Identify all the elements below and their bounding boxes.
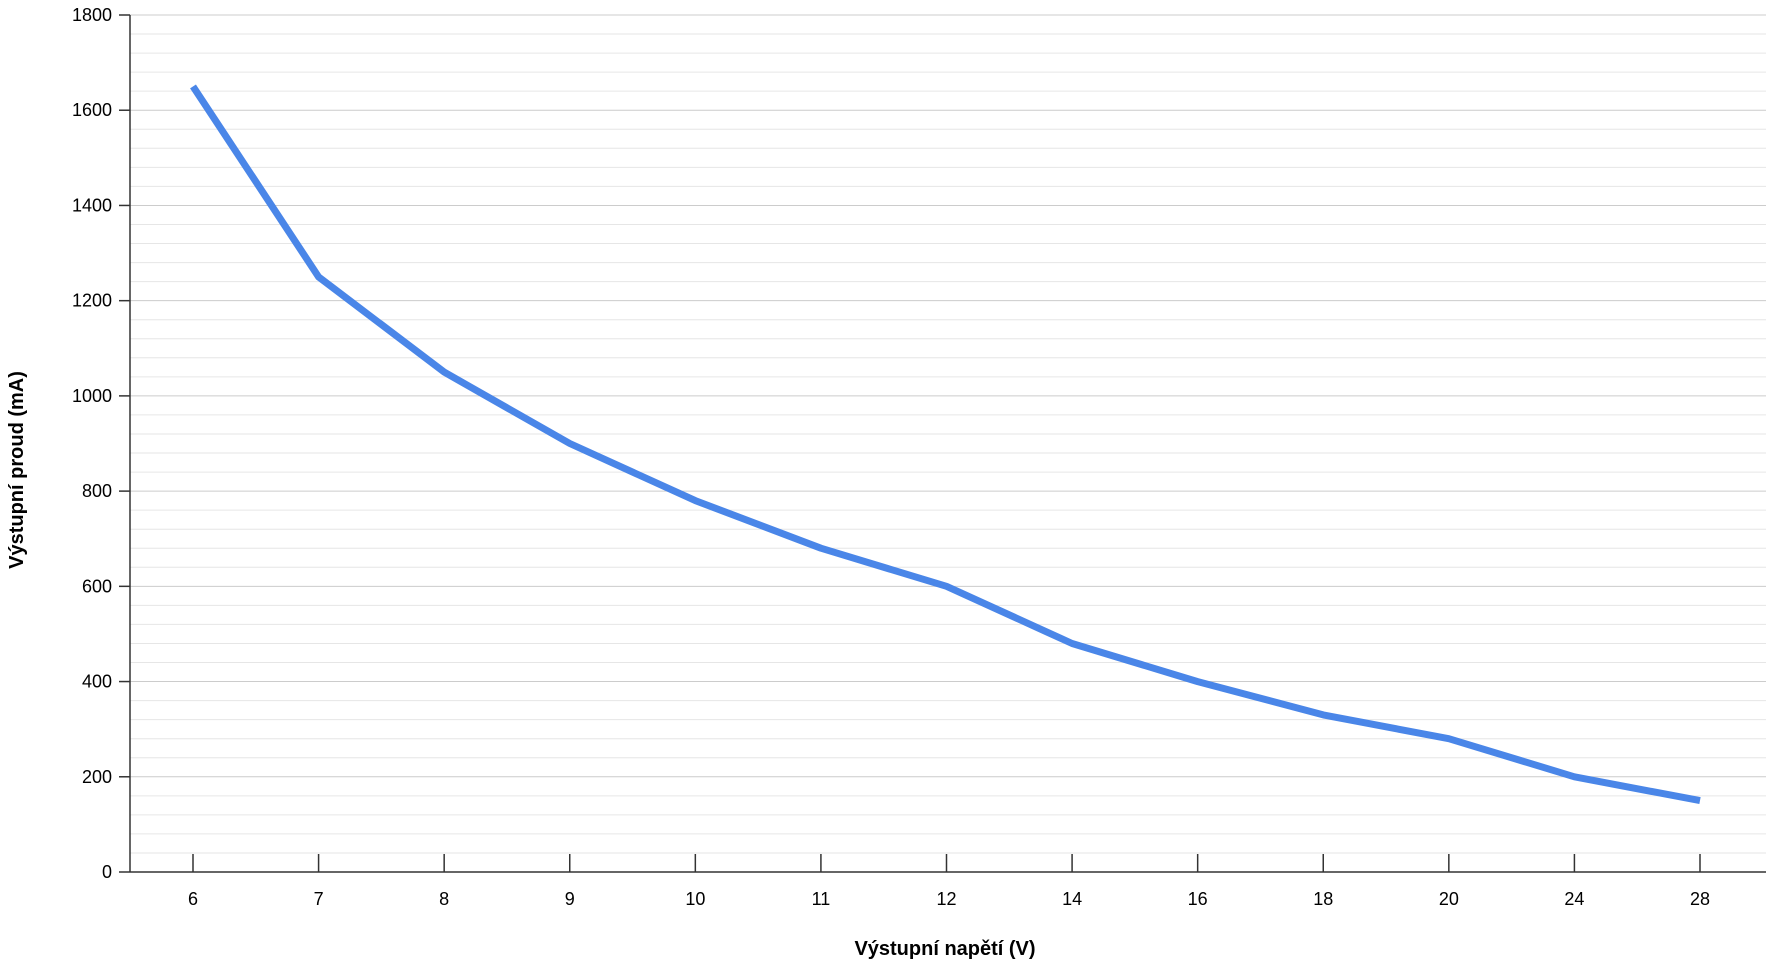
x-axis-title: Výstupní napětí (V) [854, 938, 1035, 960]
y-tick-label: 1400 [72, 195, 112, 215]
tick-labels: 0 200 400 600 800 1000 1200 1400 1600 1800 6 7 8 9 10 1… [72, 5, 1710, 909]
x-tick-label: 20 [1439, 889, 1459, 909]
x-tick-label: 6 [188, 889, 198, 909]
y-tick-label: 600 [82, 576, 112, 596]
x-tick-label: 8 [439, 889, 449, 909]
x-tick-label: 9 [565, 889, 575, 909]
y-tick-label: 200 [82, 767, 112, 787]
y-tick-label: 1200 [72, 291, 112, 311]
minor-gridlines [130, 33, 1766, 854]
series-group [190, 84, 1701, 805]
y-tick-label: 800 [82, 481, 112, 501]
x-tick-label: 16 [1188, 889, 1208, 909]
major-gridlines [130, 14, 1766, 778]
y-tick-label: 400 [82, 672, 112, 692]
y-tick-label: 1000 [72, 386, 112, 406]
tick-marks [119, 14, 1701, 873]
axes [129, 15, 1766, 873]
y-tick-label: 0 [102, 862, 112, 882]
x-tick-label: 11 [812, 889, 831, 909]
y-axis-title: Výstupní proud (mA) [6, 371, 28, 569]
x-tick-label: 7 [314, 889, 324, 909]
x-tick-label: 10 [685, 889, 705, 909]
y-tick-label: 1800 [72, 5, 112, 25]
x-tick-label: 12 [936, 889, 956, 909]
x-tick-label: 18 [1313, 889, 1333, 909]
x-tick-label: 28 [1690, 889, 1710, 909]
x-tick-label: 24 [1564, 889, 1584, 909]
series-line [190, 84, 1701, 805]
x-tick-label: 14 [1062, 889, 1082, 909]
y-tick-label: 1600 [72, 100, 112, 120]
